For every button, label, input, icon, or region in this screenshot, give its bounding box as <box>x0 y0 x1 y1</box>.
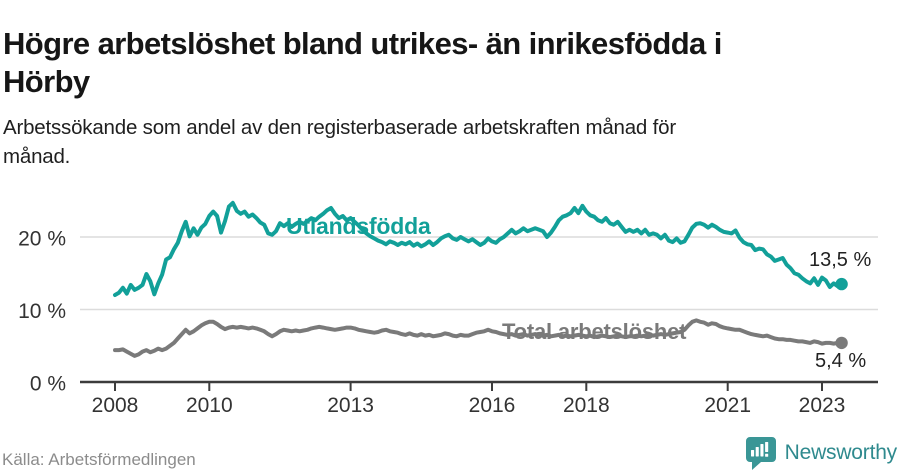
x-tick-label: 2013 <box>327 394 374 417</box>
data-line-0 <box>113 200 844 297</box>
end-dot-1 <box>835 336 848 350</box>
x-tick-label: 2023 <box>799 394 846 417</box>
series-label-utlandsfodda: Utlandsfödda <box>286 213 431 239</box>
end-value-utlandsfodda: 13,5 % <box>809 249 872 271</box>
end-value-total-arbetsloshet: 5,4 % <box>815 350 867 372</box>
source-note: Källa: Arbetsförmedlingen <box>2 450 196 469</box>
x-tick-label: 2008 <box>92 394 139 417</box>
y-tick-label: 10 % <box>18 300 66 323</box>
x-tick-label: 2018 <box>563 394 610 417</box>
x-tick-label: 2021 <box>704 394 751 417</box>
newsworthy-logo[interactable]: Newsworthy <box>745 436 897 470</box>
newsworthy-bars-icon <box>745 437 776 470</box>
newsworthy-logo-text: Newsworthy <box>784 441 898 464</box>
page-title: Högre arbetslöshet bland utrikes- än inr… <box>3 25 722 99</box>
x-tick-label: 2010 <box>186 394 233 417</box>
y-tick-label: 0 % <box>30 373 66 396</box>
end-dot-0 <box>835 277 848 291</box>
data-line-1 <box>113 318 844 358</box>
y-tick-label: 20 % <box>18 228 66 251</box>
chart-subtitle: Arbetssökande som andel av den registerb… <box>3 115 676 169</box>
x-tick-label: 2016 <box>469 394 516 417</box>
series-label-total-arbetsloshet: Total arbetslöshet <box>502 319 687 344</box>
